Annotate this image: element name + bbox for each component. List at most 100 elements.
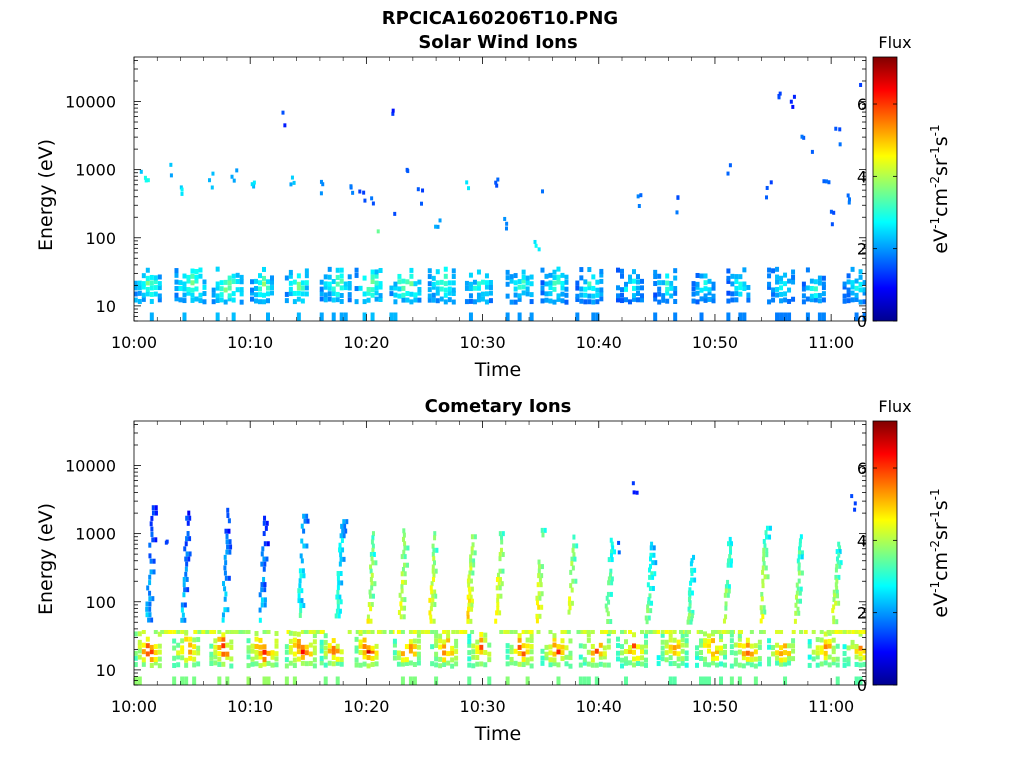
- x-tick-label: 10:00: [111, 333, 157, 352]
- scatter-mark: [393, 211, 397, 216]
- burst-mark: [566, 629, 627, 685]
- scatter-mark: [675, 195, 680, 215]
- scatter-mark: [726, 163, 732, 176]
- scatter-mark: [179, 185, 184, 196]
- scatter-mark: [169, 162, 173, 178]
- scatter-mark: [349, 184, 355, 195]
- streak-mark: [793, 534, 804, 624]
- burst-mark: [303, 629, 360, 685]
- scatter-mark: [846, 193, 851, 205]
- burst-mark: [464, 269, 493, 321]
- burst-mark: [505, 269, 534, 321]
- burst-mark: [193, 629, 250, 685]
- burst-mark: [524, 629, 589, 685]
- burst-mark: [540, 266, 569, 305]
- scatter-mark: [777, 91, 782, 100]
- x-tick-label: 10:00: [111, 697, 157, 716]
- streak-mark: [466, 534, 477, 624]
- solar-wind-panel: Solar Wind Ions 10 100 1000 10000 Energy (eV)…: [35, 32, 952, 381]
- scatter-mark: [810, 149, 814, 154]
- burst-mark: [826, 629, 866, 685]
- burst-mark: [230, 629, 291, 685]
- colorbar-tick-label: 4: [857, 531, 867, 550]
- scatter-mark: [765, 180, 773, 200]
- y-tick-label: 100: [85, 593, 116, 612]
- scatter-mark: [391, 108, 395, 116]
- x-tick-label: 10:50: [692, 333, 738, 352]
- scatter-mark: [208, 171, 215, 190]
- scatter-mark: [636, 193, 643, 209]
- colorbar-tick-label: 4: [857, 167, 867, 186]
- scatter-mark: [139, 169, 143, 174]
- scatter-mark: [834, 126, 842, 147]
- x-tick-label: 10:10: [227, 333, 273, 352]
- colorbar-unit-label: eV-1cm-2sr-1s-1: [928, 124, 952, 253]
- colorbar-tick-label: 6: [857, 95, 867, 114]
- scatter-mark: [376, 229, 380, 234]
- scatter-mark: [416, 187, 425, 206]
- streak-mark: [428, 531, 439, 624]
- scatter-mark: [164, 539, 169, 545]
- burst-mark: [426, 629, 475, 685]
- scatter-mark: [503, 216, 509, 231]
- burst-mark: [767, 266, 796, 321]
- y-tick-label: 100: [85, 229, 116, 248]
- spectrogram-data: [134, 481, 866, 685]
- plot-frame: [133, 420, 867, 686]
- burst-mark: [284, 268, 309, 321]
- streak-mark: [334, 519, 349, 619]
- scatter-mark: [631, 481, 639, 495]
- x-tick-label: 10:30: [460, 697, 506, 716]
- scatter-mark: [230, 168, 239, 183]
- scatter-mark: [405, 167, 410, 174]
- burst-mark: [616, 267, 644, 305]
- x-tick-label: 10:20: [343, 333, 389, 352]
- burst-mark: [354, 267, 383, 321]
- colorbar-unit-label: eV-1cm-2sr-1s-1: [928, 488, 952, 617]
- x-tick-label: 10:40: [576, 697, 622, 716]
- y-tick-label: 10000: [65, 457, 116, 476]
- streak-mark: [831, 541, 843, 625]
- scatter-mark: [829, 209, 836, 227]
- burst-mark: [726, 267, 751, 321]
- x-axis: 10:00 10:10 10:20 10:30 10:40 10:50 11:00 Time: [111, 57, 855, 381]
- figure-title: RPCICA160206T10.PNG: [382, 8, 618, 29]
- x-tick-label: 11:00: [808, 333, 854, 352]
- scatter-mark: [370, 196, 375, 206]
- colorbar: Flux 0 2 4 6 eV-1cm-2sr-1s-1: [857, 33, 952, 331]
- burst-mark: [791, 629, 856, 685]
- y-axis: 10 100 1000 10000 Energy (eV): [35, 60, 866, 322]
- streak-mark: [494, 531, 505, 624]
- scatter-mark: [143, 175, 150, 183]
- scatter-mark: [250, 180, 256, 189]
- x-axis-label: Time: [474, 359, 522, 381]
- burst-mark: [691, 272, 716, 321]
- burst-mark: [505, 629, 534, 685]
- streak-mark: [759, 525, 772, 624]
- burst-mark: [284, 629, 325, 685]
- y-tick-label: 1000: [75, 161, 116, 180]
- x-axis-label: Time: [474, 723, 522, 745]
- burst-mark: [427, 266, 456, 305]
- colorbar: Flux 0 2 4 6 eV-1cm-2sr-1s-1: [857, 397, 952, 695]
- burst-mark: [801, 267, 826, 321]
- y-tick-label: 10: [96, 661, 116, 680]
- scatter-mark: [281, 110, 287, 128]
- colorbar-title: Flux: [878, 33, 911, 52]
- panel-title: Cometary Ions: [425, 396, 572, 417]
- x-tick-label: 10:30: [460, 333, 506, 352]
- colorbar-tick-label: 0: [857, 312, 867, 331]
- streak-mark: [297, 513, 310, 618]
- scatter-mark: [850, 494, 857, 512]
- burst-mark: [319, 266, 352, 321]
- burst-mark: [250, 266, 274, 321]
- burst-mark: [759, 629, 804, 685]
- y-tick-label: 1000: [75, 525, 116, 544]
- streak-mark: [644, 541, 658, 625]
- streak-mark: [686, 554, 697, 625]
- streak-mark: [221, 507, 233, 623]
- burst-mark: [174, 267, 207, 321]
- panel-title: Solar Wind Ions: [418, 32, 577, 53]
- y-tick-label: 10000: [65, 93, 116, 112]
